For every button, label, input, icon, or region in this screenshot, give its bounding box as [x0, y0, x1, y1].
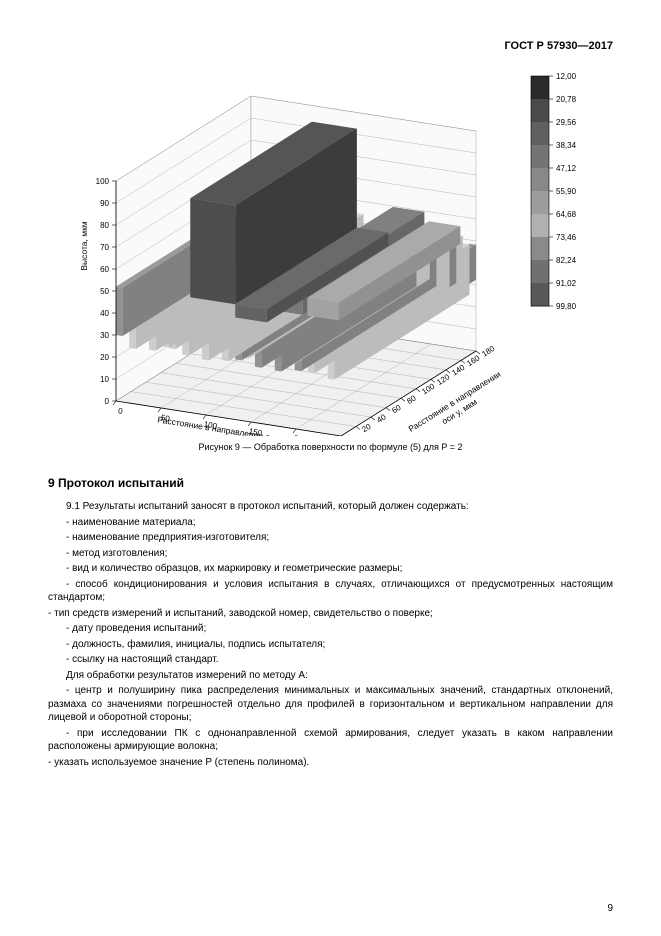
- surface-plot-3d: 0102030405060708090100050100150200250020…: [61, 56, 601, 436]
- svg-text:29,56: 29,56: [556, 118, 577, 127]
- paragraph: 9.1 Результаты испытаний заносят в прото…: [48, 500, 613, 514]
- svg-text:82,24: 82,24: [556, 256, 577, 265]
- paragraph: - центр и полуширину пика распределения …: [48, 684, 613, 725]
- svg-text:80: 80: [405, 393, 418, 406]
- svg-text:20: 20: [360, 422, 373, 435]
- svg-text:40: 40: [375, 412, 388, 425]
- svg-text:73,46: 73,46: [556, 233, 577, 242]
- svg-text:30: 30: [100, 331, 109, 340]
- paragraph: - наименование предприятия-изготовителя;: [48, 531, 613, 545]
- svg-text:0: 0: [117, 406, 123, 416]
- svg-text:180: 180: [480, 344, 497, 359]
- svg-text:70: 70: [100, 243, 109, 252]
- paragraph: - указать используемое значение P (степе…: [48, 756, 613, 770]
- document-code: ГОСТ Р 57930—2017: [48, 40, 613, 52]
- svg-text:50: 50: [100, 287, 109, 296]
- section-heading: 9 Протокол испытаний: [48, 476, 613, 490]
- svg-text:40: 40: [100, 309, 109, 318]
- paragraph: - ссылку на настоящий стандарт.: [48, 653, 613, 667]
- figure-caption: Рисунок 9 — Обработка поверхности по фор…: [198, 442, 462, 452]
- figure-9: 0102030405060708090100050100150200250020…: [48, 56, 613, 466]
- svg-text:38,34: 38,34: [556, 141, 577, 150]
- svg-text:55,90: 55,90: [556, 187, 577, 196]
- paragraph: Для обработки результатов измерений по м…: [48, 669, 613, 683]
- svg-text:47,12: 47,12: [556, 164, 577, 173]
- paragraph: - способ кондиционирования и условия исп…: [48, 578, 613, 605]
- svg-text:64,68: 64,68: [556, 210, 577, 219]
- svg-text:0: 0: [104, 397, 109, 406]
- svg-text:Высота, мкм: Высота, мкм: [79, 221, 89, 270]
- paragraph: - дату проведения испытаний;: [48, 622, 613, 636]
- svg-text:60: 60: [390, 403, 403, 416]
- svg-text:60: 60: [100, 265, 109, 274]
- svg-text:20: 20: [100, 353, 109, 362]
- svg-text:20,78: 20,78: [556, 95, 577, 104]
- svg-text:0: 0: [345, 433, 354, 436]
- svg-text:80: 80: [100, 221, 109, 230]
- paragraph: - при исследовании ПК с однонаправленной…: [48, 727, 613, 754]
- section-body: 9.1 Результаты испытаний заносят в прото…: [48, 500, 613, 769]
- paragraph: - метод изготовления;: [48, 547, 613, 561]
- svg-text:12,00: 12,00: [556, 72, 577, 81]
- paragraph: - вид и количество образцов, их маркиров…: [48, 562, 613, 576]
- paragraph: - должность, фамилия, инициалы, подпись …: [48, 638, 613, 652]
- svg-text:90: 90: [100, 199, 109, 208]
- svg-text:99,80: 99,80: [556, 302, 577, 311]
- svg-text:91,02: 91,02: [556, 279, 577, 288]
- svg-text:100: 100: [95, 177, 109, 186]
- paragraph: - тип средств измерений и испытаний, зав…: [48, 607, 613, 621]
- svg-text:10: 10: [100, 375, 109, 384]
- page-number: 9: [607, 903, 613, 914]
- paragraph: - наименование материала;: [48, 516, 613, 530]
